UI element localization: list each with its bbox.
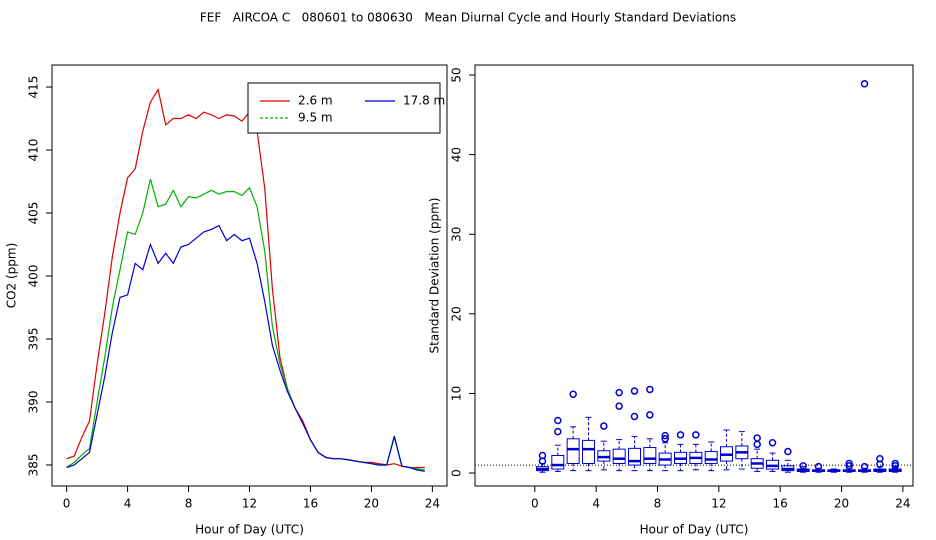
y-tick-label: 30	[450, 227, 464, 242]
outlier	[554, 427, 562, 436]
x-axis-label: Hour of Day (UTC)	[195, 523, 304, 537]
outlier	[661, 435, 669, 443]
legend-label: 17.8 m	[403, 94, 445, 108]
outlier	[661, 431, 669, 440]
outlier	[860, 462, 869, 471]
y-tick-label: 410	[27, 139, 41, 162]
x-tick-label: 24	[425, 497, 440, 511]
y-tick-label: 50	[450, 67, 464, 82]
x-tick-label: 8	[654, 497, 662, 511]
y-tick-label: 40	[450, 147, 464, 162]
chart-title: FEF AIRCOA C 080601 to 080630 Mean Diurn…	[200, 11, 736, 25]
x-tick-label: 4	[124, 497, 132, 511]
box	[581, 439, 595, 464]
outlier	[845, 459, 853, 468]
outlier	[569, 390, 577, 398]
box	[643, 447, 657, 464]
outlier	[799, 462, 807, 470]
y-tick-label: 405	[27, 202, 41, 225]
outlier	[814, 462, 823, 471]
box	[627, 447, 641, 466]
legend-label: 9.5 m	[298, 111, 333, 125]
x-tick-label: 12	[242, 497, 257, 511]
box	[566, 438, 580, 464]
x-tick-label: 4	[592, 497, 600, 511]
x-axis-label: Hour of Day (UTC)	[640, 523, 749, 537]
box	[704, 451, 718, 464]
outlier	[676, 431, 685, 439]
outlier	[753, 434, 761, 442]
outlier	[630, 412, 639, 421]
outlier	[784, 447, 792, 456]
outlier	[646, 385, 654, 394]
x-tick-label: 24	[895, 497, 910, 511]
y-tick-label: 20	[450, 306, 464, 321]
x-tick-label: 20	[364, 497, 379, 511]
legend-label: 2.6 m	[298, 94, 333, 108]
y-tick-label: 10	[450, 386, 464, 401]
x-tick-label: 8	[185, 497, 193, 511]
plot-frame	[474, 64, 914, 487]
y-tick-label: 400	[27, 265, 41, 288]
x-tick-label: 12	[711, 497, 726, 511]
x-tick-label: 0	[531, 497, 539, 511]
box	[551, 455, 565, 470]
y-axis-label: CO2 (ppm)	[5, 243, 19, 309]
y-axis-label: Standard Deviation (ppm)	[428, 198, 442, 354]
y-tick-label: 395	[27, 328, 41, 351]
x-tick-label: 20	[834, 497, 849, 511]
line-series	[66, 224, 425, 472]
outlier	[692, 431, 700, 439]
outlier	[554, 416, 562, 425]
outlier	[646, 411, 654, 419]
y-tick-label: 385	[27, 454, 41, 477]
outlier	[891, 459, 899, 468]
outlier	[630, 387, 639, 395]
outlier	[845, 462, 853, 470]
x-tick-label: 16	[773, 497, 788, 511]
box	[612, 448, 626, 464]
outlier	[768, 439, 777, 447]
y-tick-label: 415	[27, 76, 41, 99]
legend-box	[247, 82, 441, 134]
x-tick-label: 16	[303, 497, 318, 511]
outlier	[860, 80, 869, 88]
outlier	[615, 388, 623, 397]
outlier	[538, 451, 547, 460]
y-tick-label: 390	[27, 391, 41, 414]
x-tick-label: 0	[63, 497, 71, 511]
outlier	[891, 462, 899, 470]
outlier	[876, 454, 884, 463]
outlier	[600, 422, 608, 430]
y-tick-label: 0	[450, 469, 464, 477]
outlier	[615, 402, 623, 410]
